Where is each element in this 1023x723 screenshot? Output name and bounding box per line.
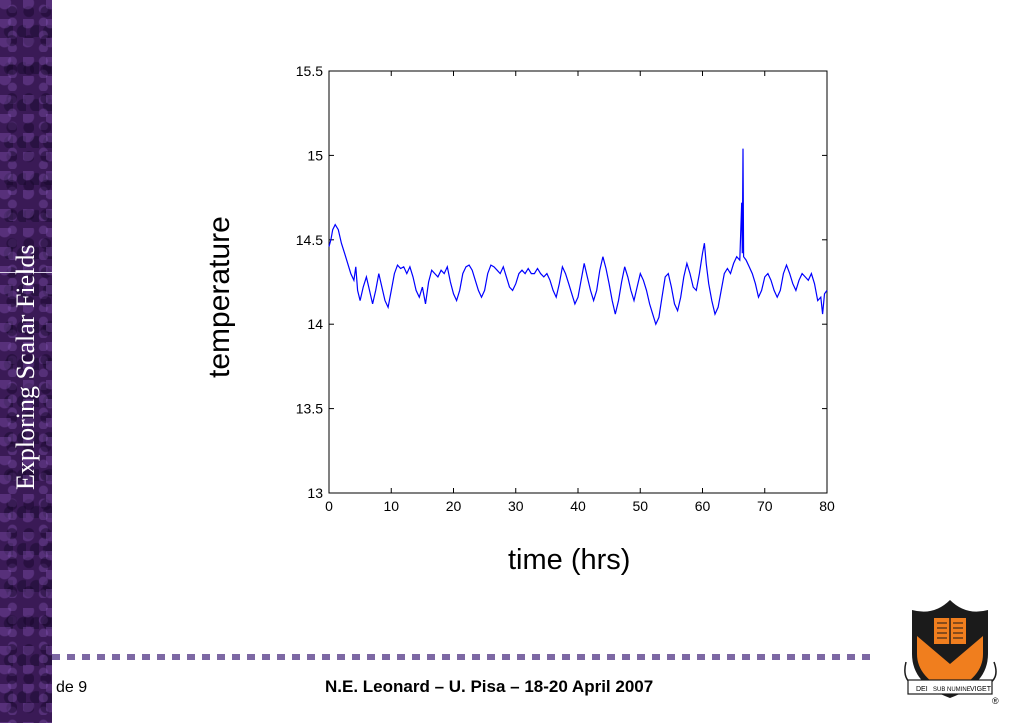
- footer-divider: [52, 654, 872, 660]
- sidebar-texture: Exploring Scalar Fields: [0, 0, 52, 723]
- x-axis-label: time (hrs): [508, 544, 631, 576]
- sidebar-divider: [0, 272, 52, 273]
- y-tick-label: 15.5: [296, 63, 323, 79]
- x-tick-label: 20: [446, 498, 462, 514]
- temperature-series-line: [328, 148, 828, 326]
- motto-center: SUB NUMINE: [933, 687, 971, 693]
- x-tick-label: 40: [570, 498, 586, 514]
- x-tick-label: 30: [508, 498, 524, 514]
- y-tick-label: 15: [307, 147, 323, 163]
- x-tick-label: 80: [819, 498, 835, 514]
- plot-frame: [328, 70, 828, 494]
- footer-text: N.E. Leonard – U. Pisa – 18-20 April 200…: [325, 677, 654, 696]
- axis-tick-labels: 0 10 20 30 40 50 60 70 80 13 13.5 14 14.5 15 15.5: [296, 63, 835, 514]
- shield-chevron: [917, 636, 983, 692]
- registered-mark: ®: [992, 696, 999, 706]
- y-tick-label: 14: [307, 316, 323, 332]
- y-tick-label: 14.5: [296, 232, 323, 248]
- princeton-shield-icon: DEI SUB NUMINE VIGET ®: [904, 600, 999, 706]
- y-axis-label-text: temperature: [203, 216, 236, 378]
- axis-ticks: [328, 70, 828, 494]
- x-tick-label: 0: [325, 498, 333, 514]
- slide-number: de 9: [56, 679, 88, 696]
- y-tick-label: 13.5: [296, 401, 323, 417]
- x-tick-label: 50: [632, 498, 648, 514]
- x-tick-label: 70: [757, 498, 773, 514]
- motto-right: VIGET: [970, 686, 992, 693]
- x-tick-label: 10: [383, 498, 399, 514]
- motto-left: DEI: [916, 686, 928, 693]
- x-tick-label: 60: [695, 498, 711, 514]
- y-tick-label: 13: [307, 485, 323, 501]
